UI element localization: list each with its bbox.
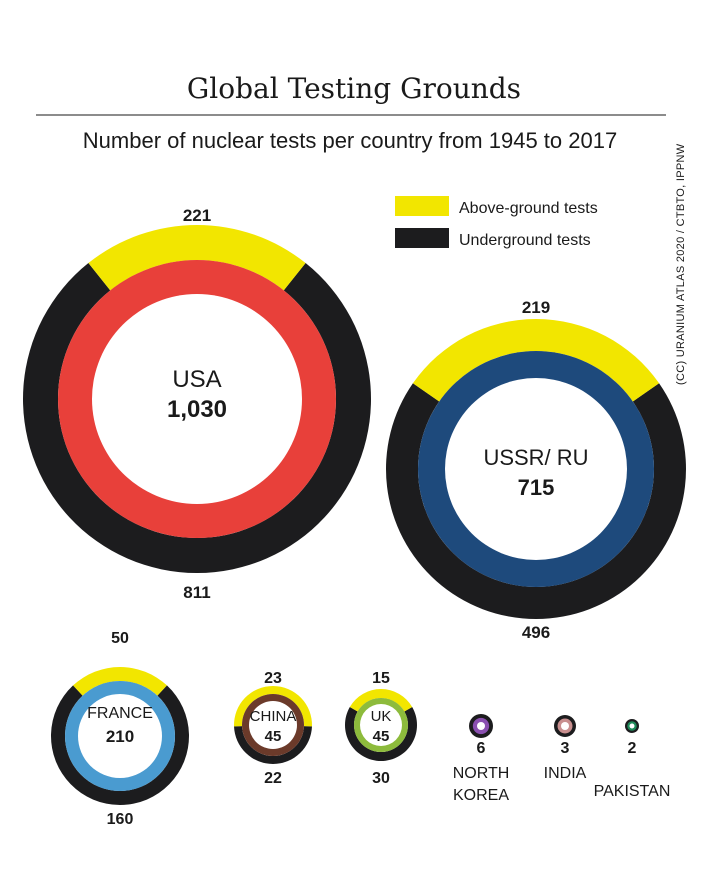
france-underground-arc bbox=[51, 685, 190, 805]
pakistan-center bbox=[629, 723, 635, 729]
pakistan-name-label: PAKISTAN bbox=[594, 783, 671, 800]
china-name-label: CHINA bbox=[250, 708, 297, 725]
north_korea-total-label: 6 bbox=[477, 740, 486, 757]
china-total-label: 45 bbox=[265, 728, 282, 745]
uk-center bbox=[360, 704, 402, 746]
france-center bbox=[78, 694, 162, 778]
uk-underground-arc bbox=[345, 707, 417, 761]
china-above-ground-arc bbox=[234, 686, 312, 727]
uk-total-label: 45 bbox=[373, 728, 390, 745]
usa-name-label: USA bbox=[172, 366, 221, 393]
china-above-value-label: 23 bbox=[264, 670, 282, 687]
france-under-value-label: 160 bbox=[107, 811, 134, 828]
source-credit: (CC) URANIUM ATLAS 2020 / CTBTO, IPPNW bbox=[675, 143, 687, 385]
chart-subtitle: Number of nuclear tests per country from… bbox=[83, 128, 617, 153]
uk-above-ground-arc bbox=[349, 689, 413, 712]
france-name-label: FRANCE bbox=[87, 705, 153, 722]
ussr-above-ground-arc bbox=[412, 318, 660, 402]
ussr-above-value-label: 219 bbox=[522, 298, 550, 317]
legend-swatch-above bbox=[395, 196, 449, 216]
donut-layer: USA 1,030 221 811 USSR/ RU 715 219 496 FRANCE 210… bbox=[23, 206, 687, 828]
france-above-value-label: 50 bbox=[111, 630, 129, 647]
legend-swatch-under bbox=[395, 228, 449, 248]
north_korea-name-label: NORTH bbox=[453, 765, 510, 782]
india-total-label: 3 bbox=[561, 740, 570, 757]
ussr-underground-arc bbox=[386, 383, 687, 619]
pakistan-total-label: 2 bbox=[628, 740, 637, 757]
usa-above-ground-arc bbox=[88, 224, 306, 291]
north_korea-center bbox=[477, 722, 485, 730]
ussr-center bbox=[445, 378, 627, 560]
china-center bbox=[249, 701, 297, 749]
legend-label-under: Underground tests bbox=[459, 232, 591, 249]
usa-above-value-label: 221 bbox=[183, 206, 211, 225]
uk-under-value-label: 30 bbox=[372, 770, 390, 787]
usa-center bbox=[92, 294, 302, 504]
ussr-total-label: 715 bbox=[518, 475, 555, 500]
france-above-ground-arc bbox=[73, 667, 167, 696]
china-under-value-label: 22 bbox=[264, 770, 282, 787]
france-total-label: 210 bbox=[106, 727, 134, 746]
ussr-name-label: USSR/ RU bbox=[483, 445, 588, 470]
north_korea-name-label: KOREA bbox=[453, 787, 509, 804]
legend-label-above: Above-ground tests bbox=[459, 200, 598, 217]
chart-title: Global Testing Grounds bbox=[187, 72, 521, 105]
ussr-under-value-label: 496 bbox=[522, 623, 550, 642]
usa-total-label: 1,030 bbox=[167, 396, 227, 423]
uk-above-value-label: 15 bbox=[372, 670, 390, 687]
usa-under-value-label: 811 bbox=[183, 583, 210, 602]
india-name-label: INDIA bbox=[544, 765, 587, 782]
china-underground-arc bbox=[234, 726, 312, 765]
india-center bbox=[561, 722, 569, 730]
uk-name-label: UK bbox=[371, 708, 392, 725]
